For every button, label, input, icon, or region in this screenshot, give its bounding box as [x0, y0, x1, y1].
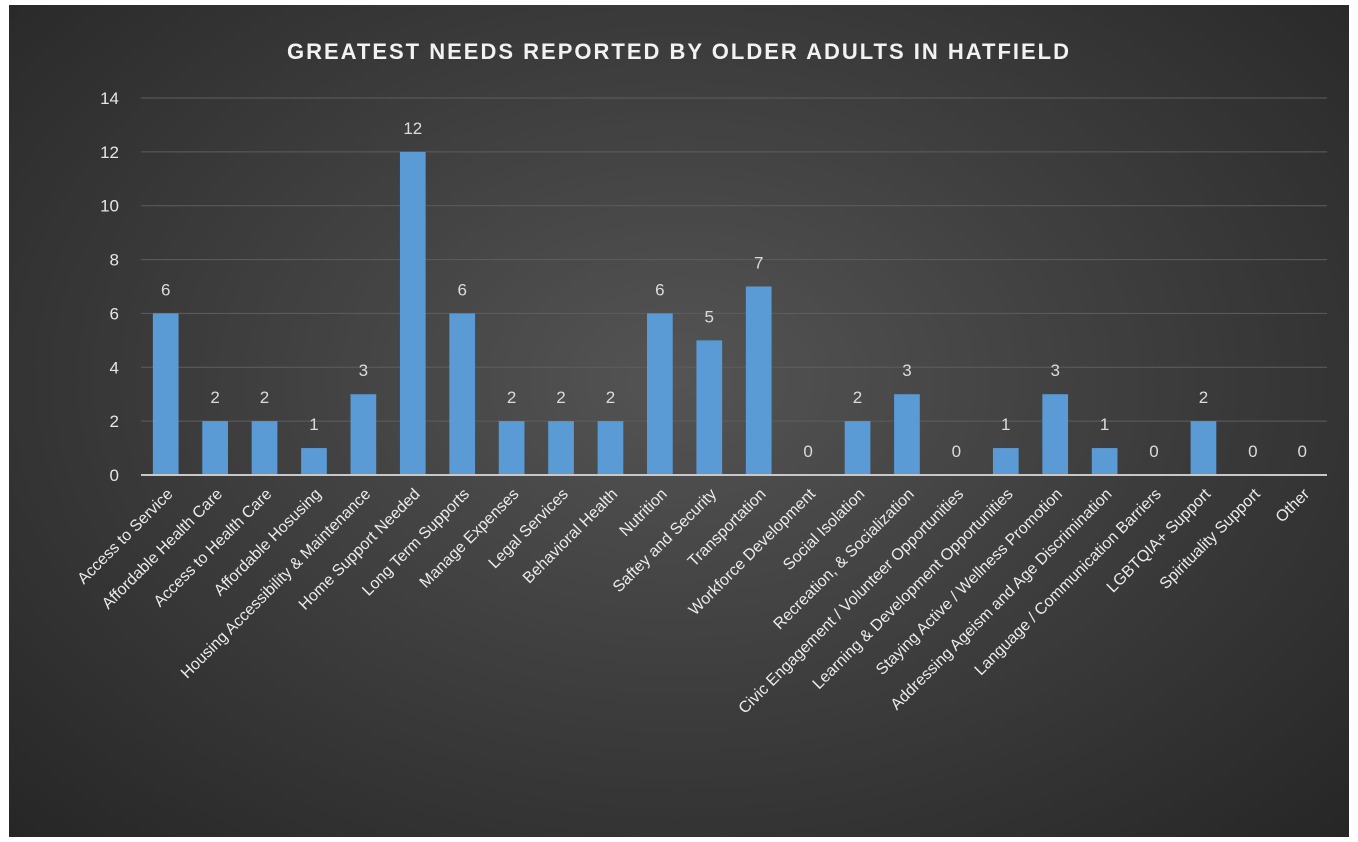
data-label: 6 [655, 280, 664, 299]
bar [152, 313, 179, 475]
x-tick-label: Other [1273, 485, 1314, 526]
data-label: 2 [606, 388, 615, 407]
data-label: 2 [260, 388, 269, 407]
bar [350, 394, 377, 475]
bar [1190, 421, 1217, 475]
data-label: 2 [556, 388, 565, 407]
data-label: 6 [161, 280, 170, 299]
data-label: 2 [507, 388, 516, 407]
x-tick-label: Civic Engagement / Volunteer Opportuniti… [736, 486, 968, 718]
bar [894, 394, 920, 475]
x-tick-label: Language / Communication Barriers [972, 486, 1165, 679]
bar [696, 340, 723, 475]
gridlines [141, 97, 1327, 422]
bar [202, 421, 228, 475]
data-labels: 6 2 2 1 3 12 6 2 2 2 6 5 7 0 2 3 0 1 3 1 0 2 0 0 [161, 119, 1307, 461]
data-label: 0 [1149, 442, 1158, 461]
data-label: 0 [1298, 442, 1307, 461]
bar [449, 313, 476, 475]
data-label: 1 [1001, 415, 1010, 434]
y-tick-label: 4 [110, 358, 119, 377]
bar [1091, 448, 1118, 475]
y-tick-label: 12 [100, 143, 119, 162]
y-tick-label: 6 [110, 304, 119, 323]
data-label: 3 [359, 361, 368, 380]
data-label: 7 [754, 254, 763, 273]
bar [548, 421, 574, 475]
data-label: 2 [1199, 388, 1208, 407]
bar [745, 286, 772, 475]
data-label: 0 [1248, 442, 1257, 461]
data-label: 12 [403, 119, 422, 138]
bar [399, 151, 426, 475]
y-tick-label: 14 [100, 89, 119, 108]
chart-title: GREATEST NEEDS REPORTED BY OLDER ADULTS … [287, 39, 1071, 64]
data-label: 1 [309, 415, 318, 434]
data-label: 0 [952, 442, 961, 461]
data-label: 6 [457, 280, 466, 299]
bar [1042, 394, 1069, 475]
bar [498, 421, 525, 475]
bar-chart: GREATEST NEEDS REPORTED BY OLDER ADULTS … [75, 39, 1327, 717]
bar [301, 448, 327, 475]
data-label: 5 [705, 307, 714, 326]
bar [597, 421, 624, 475]
x-tick-label: Staying Active / Wellness Promotion [873, 486, 1066, 679]
bar [844, 421, 871, 475]
bar [992, 448, 1019, 475]
data-label: 2 [210, 388, 219, 407]
bars [152, 151, 1217, 475]
y-tick-label: 8 [110, 251, 119, 270]
bar [251, 421, 278, 475]
x-tick-label: Behavioral Health [520, 486, 621, 587]
x-tick-label: Access to Service [75, 486, 177, 588]
data-label: 3 [902, 361, 911, 380]
chart-area: GREATEST NEEDS REPORTED BY OLDER ADULTS … [9, 5, 1349, 837]
y-axis-ticks: 0 2 4 6 8 10 12 14 [100, 89, 119, 485]
y-tick-label: 0 [110, 466, 119, 485]
y-tick-label: 2 [110, 412, 119, 431]
data-label: 1 [1100, 415, 1109, 434]
data-label: 3 [1050, 361, 1059, 380]
data-label: 2 [853, 388, 862, 407]
y-tick-label: 10 [100, 197, 119, 216]
data-label: 0 [803, 442, 812, 461]
bar [647, 313, 673, 475]
